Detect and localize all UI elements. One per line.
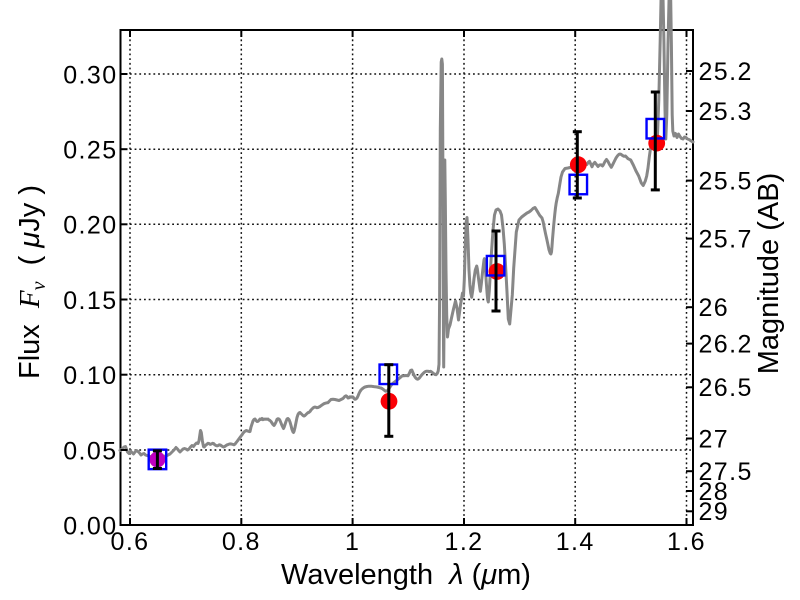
svg-text:Wavelength λ (μm): Wavelength λ (μm)	[281, 559, 531, 591]
svg-text:1.4: 1.4	[556, 528, 595, 556]
svg-text:1.6: 1.6	[667, 528, 706, 556]
svg-text:25.3: 25.3	[699, 98, 753, 126]
svg-text:Flux Fν ( μJy ): Flux Fν ( μJy )	[14, 185, 50, 379]
svg-text:0.8: 0.8	[222, 528, 261, 556]
svg-text:1.2: 1.2	[445, 528, 484, 556]
svg-text:0.30: 0.30	[63, 61, 117, 89]
svg-text:25.2: 25.2	[699, 58, 753, 86]
svg-text:0.6: 0.6	[111, 528, 150, 556]
svg-text:0.05: 0.05	[63, 437, 117, 465]
svg-text:0.15: 0.15	[63, 287, 117, 315]
svg-text:25.5: 25.5	[699, 167, 753, 195]
svg-text:28: 28	[699, 478, 730, 506]
svg-text:0.00: 0.00	[63, 512, 117, 540]
svg-text:27: 27	[699, 425, 730, 453]
svg-text:25.7: 25.7	[699, 225, 753, 253]
svg-text:0.20: 0.20	[63, 212, 117, 240]
svg-text:Magnitude (AB): Magnitude (AB)	[753, 173, 785, 375]
svg-text:29: 29	[699, 498, 730, 526]
svg-text:26.2: 26.2	[699, 330, 753, 358]
svg-text:27.5: 27.5	[699, 458, 753, 486]
svg-text:26: 26	[699, 294, 730, 322]
svg-text:1: 1	[345, 528, 360, 556]
svg-text:0.25: 0.25	[63, 137, 117, 165]
svg-text:26.5: 26.5	[699, 374, 753, 402]
svg-text:0.10: 0.10	[63, 362, 117, 390]
